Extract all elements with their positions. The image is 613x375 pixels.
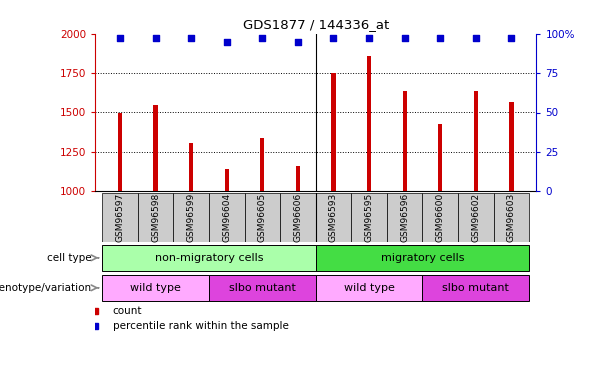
- Text: GSM96606: GSM96606: [294, 193, 302, 242]
- Text: wild type: wild type: [344, 283, 395, 293]
- Text: percentile rank within the sample: percentile rank within the sample: [113, 321, 289, 331]
- Text: GSM96600: GSM96600: [436, 193, 445, 242]
- Text: GSM96604: GSM96604: [222, 193, 231, 242]
- Title: GDS1877 / 144336_at: GDS1877 / 144336_at: [243, 18, 389, 31]
- FancyBboxPatch shape: [316, 244, 529, 271]
- Bar: [332, 73, 336, 191]
- FancyBboxPatch shape: [493, 193, 529, 242]
- FancyBboxPatch shape: [387, 193, 422, 242]
- FancyBboxPatch shape: [173, 193, 209, 242]
- Point: [364, 36, 374, 42]
- FancyBboxPatch shape: [102, 193, 138, 242]
- FancyBboxPatch shape: [209, 193, 245, 242]
- FancyBboxPatch shape: [351, 193, 387, 242]
- Bar: [224, 169, 229, 191]
- Text: GSM96593: GSM96593: [329, 193, 338, 242]
- Point: [115, 36, 125, 42]
- FancyBboxPatch shape: [102, 244, 316, 271]
- Text: GSM96596: GSM96596: [400, 193, 409, 242]
- Bar: [438, 123, 443, 191]
- Text: GSM96598: GSM96598: [151, 193, 160, 242]
- Text: GSM96602: GSM96602: [471, 193, 481, 242]
- Bar: [403, 91, 407, 191]
- Point: [400, 36, 409, 42]
- FancyBboxPatch shape: [316, 274, 422, 301]
- Bar: [367, 56, 371, 191]
- FancyBboxPatch shape: [245, 193, 280, 242]
- Point: [329, 36, 338, 42]
- Point: [222, 39, 232, 45]
- Bar: [153, 105, 158, 191]
- Bar: [189, 143, 193, 191]
- FancyBboxPatch shape: [458, 193, 493, 242]
- Text: genotype/variation: genotype/variation: [0, 283, 92, 293]
- Text: GSM96603: GSM96603: [507, 193, 516, 242]
- Text: cell type: cell type: [47, 253, 92, 263]
- Bar: [260, 138, 264, 191]
- Text: GSM96599: GSM96599: [186, 193, 196, 242]
- FancyBboxPatch shape: [422, 193, 458, 242]
- Text: GSM96595: GSM96595: [365, 193, 373, 242]
- Bar: [509, 102, 514, 191]
- Point: [257, 36, 267, 42]
- Text: slbo mutant: slbo mutant: [229, 283, 295, 293]
- Point: [186, 36, 196, 42]
- FancyBboxPatch shape: [209, 274, 316, 301]
- Point: [293, 39, 303, 45]
- FancyBboxPatch shape: [316, 193, 351, 242]
- Point: [435, 36, 445, 42]
- Bar: [118, 113, 122, 191]
- FancyBboxPatch shape: [422, 274, 529, 301]
- Text: wild type: wild type: [130, 283, 181, 293]
- FancyBboxPatch shape: [280, 193, 316, 242]
- Bar: [295, 166, 300, 191]
- FancyBboxPatch shape: [138, 193, 173, 242]
- Point: [471, 36, 481, 42]
- Text: non-migratory cells: non-migratory cells: [154, 253, 263, 263]
- Text: migratory cells: migratory cells: [381, 253, 464, 263]
- Bar: [474, 91, 478, 191]
- FancyBboxPatch shape: [102, 274, 209, 301]
- Text: GSM96605: GSM96605: [258, 193, 267, 242]
- Text: GSM96597: GSM96597: [115, 193, 124, 242]
- Point: [151, 36, 161, 42]
- Text: count: count: [113, 306, 142, 316]
- Text: slbo mutant: slbo mutant: [443, 283, 509, 293]
- Point: [506, 36, 516, 42]
